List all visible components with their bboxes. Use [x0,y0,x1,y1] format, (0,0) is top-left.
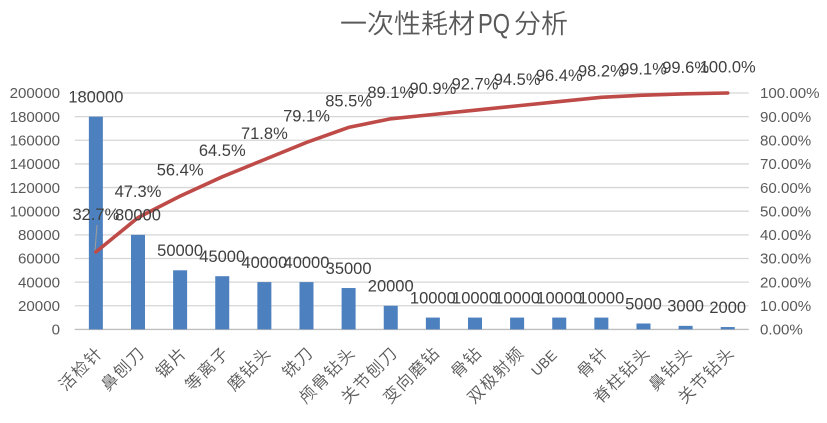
svg-text:80000: 80000 [18,227,60,244]
svg-text:120000: 120000 [10,180,60,197]
svg-text:20000: 20000 [368,278,414,296]
svg-text:40.00%: 40.00% [760,227,811,244]
svg-text:20000: 20000 [18,298,60,315]
svg-text:5000: 5000 [625,295,662,313]
svg-text:60000: 60000 [18,251,60,268]
svg-text:50000: 50000 [157,242,203,260]
svg-text:2000: 2000 [709,299,746,317]
svg-text:180000: 180000 [10,109,60,126]
svg-text:85.5%: 85.5% [325,93,372,111]
svg-text:60.00%: 60.00% [760,180,811,197]
svg-text:0: 0 [52,322,60,339]
svg-text:10000: 10000 [452,289,498,307]
svg-text:89.1%: 89.1% [367,84,414,102]
svg-text:10000: 10000 [410,289,456,307]
svg-text:160000: 160000 [10,132,60,149]
svg-text:56.4%: 56.4% [157,161,204,179]
svg-text:98.2%: 98.2% [578,63,625,81]
svg-text:70.00%: 70.00% [760,156,811,173]
svg-text:64.5%: 64.5% [199,142,246,160]
svg-text:180000: 180000 [68,88,123,106]
svg-text:20.00%: 20.00% [760,274,811,291]
svg-text:47.3%: 47.3% [115,183,162,201]
svg-text:100.0%: 100.0% [700,58,756,76]
svg-text:140000: 140000 [10,156,60,173]
svg-text:100000: 100000 [10,203,60,220]
svg-text:32.7%: 32.7% [72,206,119,224]
svg-text:99.1%: 99.1% [620,60,667,78]
svg-text:96.4%: 96.4% [536,67,583,85]
svg-text:200000: 200000 [10,85,60,102]
svg-text:79.1%: 79.1% [283,108,330,126]
svg-text:100.00%: 100.00% [760,85,820,102]
svg-text:92.7%: 92.7% [452,75,499,93]
svg-text:30.00%: 30.00% [760,251,811,268]
svg-text:90.9%: 90.9% [409,80,456,98]
svg-text:40000: 40000 [241,254,287,272]
svg-text:40000: 40000 [284,254,330,272]
svg-text:10.00%: 10.00% [760,298,811,315]
svg-text:3000: 3000 [667,298,704,316]
svg-text:PQ: PQ [478,8,510,39]
svg-text:10000: 10000 [494,289,540,307]
svg-text:10000: 10000 [536,289,582,307]
svg-text:10000: 10000 [578,289,624,307]
svg-text:80.00%: 80.00% [760,132,811,149]
svg-text:99.6%: 99.6% [662,59,709,77]
svg-text:80000: 80000 [115,207,161,225]
svg-text:94.5%: 94.5% [494,71,541,89]
svg-text:90.00%: 90.00% [760,109,811,126]
svg-text:45000: 45000 [199,248,245,266]
svg-text:0.00%: 0.00% [760,322,803,339]
svg-text:50.00%: 50.00% [760,203,811,220]
svg-text:71.8%: 71.8% [241,125,288,143]
svg-text:35000: 35000 [326,260,372,278]
svg-text:40000: 40000 [18,274,60,291]
